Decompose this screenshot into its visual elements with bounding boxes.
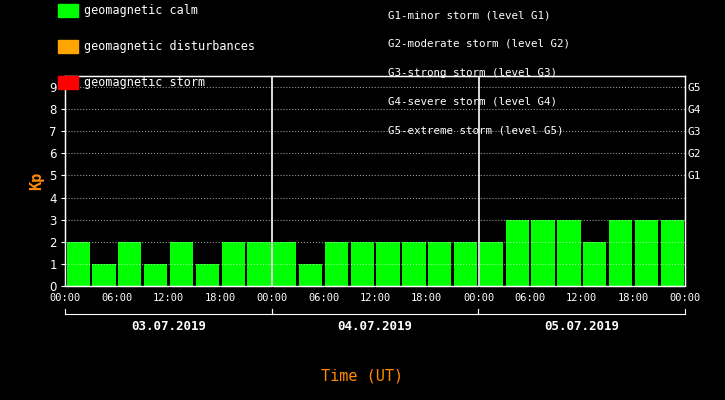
Text: 05.07.2019: 05.07.2019 (544, 320, 619, 332)
Bar (273, 242, 297, 286)
Text: Time (UT): Time (UT) (321, 368, 404, 384)
Bar (583, 242, 606, 286)
Bar (170, 242, 193, 286)
Text: G1-minor storm (level G1): G1-minor storm (level G1) (388, 10, 550, 20)
Y-axis label: Kp: Kp (29, 172, 44, 190)
Bar (428, 242, 452, 286)
Bar (660, 220, 684, 286)
Bar (118, 242, 141, 286)
Bar (376, 242, 399, 286)
Text: G2-moderate storm (level G2): G2-moderate storm (level G2) (388, 39, 570, 49)
Bar (531, 220, 555, 286)
Text: 03.07.2019: 03.07.2019 (131, 320, 206, 332)
Bar (505, 220, 529, 286)
Bar (609, 220, 632, 286)
Bar (67, 242, 90, 286)
Bar (247, 242, 270, 286)
Text: 04.07.2019: 04.07.2019 (338, 320, 413, 332)
Text: geomagnetic disturbances: geomagnetic disturbances (84, 40, 255, 53)
Bar (325, 242, 348, 286)
Text: G4-severe storm (level G4): G4-severe storm (level G4) (388, 96, 557, 106)
Bar (222, 242, 245, 286)
Bar (299, 264, 322, 286)
Bar (558, 220, 581, 286)
Text: geomagnetic calm: geomagnetic calm (84, 4, 198, 17)
Bar (402, 242, 426, 286)
Text: geomagnetic storm: geomagnetic storm (84, 76, 205, 89)
Bar (144, 264, 167, 286)
Bar (351, 242, 374, 286)
Text: G5-extreme storm (level G5): G5-extreme storm (level G5) (388, 125, 563, 135)
Text: G3-strong storm (level G3): G3-strong storm (level G3) (388, 68, 557, 78)
Bar (480, 242, 503, 286)
Bar (92, 264, 115, 286)
Bar (454, 242, 477, 286)
Bar (635, 220, 658, 286)
Bar (196, 264, 219, 286)
